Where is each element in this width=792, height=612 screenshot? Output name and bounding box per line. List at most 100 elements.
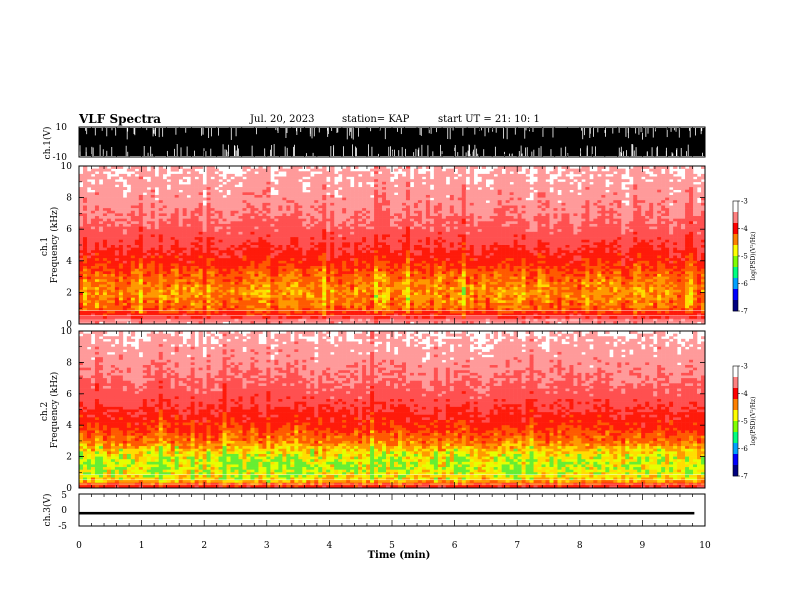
spec1-cell (302, 231, 307, 235)
spec1-cell (657, 216, 662, 219)
spec1-cell (501, 200, 506, 204)
spec1-cell (669, 231, 674, 235)
spec1-cell (681, 218, 686, 222)
spec1-cell (549, 197, 554, 201)
spec1-cell (258, 171, 263, 175)
spec1-cell (449, 187, 455, 190)
spec1-cell (278, 189, 283, 193)
spec1-cell (613, 237, 618, 241)
spec1-cell (362, 202, 367, 206)
spec1-cell (565, 213, 570, 217)
spec1-cell (322, 234, 327, 238)
spec1-cell (661, 176, 666, 180)
spec1-cell (122, 202, 128, 206)
spec1-cell (637, 200, 642, 204)
spec1-cell (82, 210, 88, 214)
spec1-cell (405, 166, 411, 169)
spec1-cell (657, 173, 662, 177)
spec1-cell (146, 226, 152, 230)
spec1-cell (378, 187, 383, 190)
spec1-cell (501, 237, 506, 241)
spec1-cell (302, 250, 307, 254)
spec1-cell (457, 242, 463, 246)
spec1-cell (521, 231, 526, 235)
spec1-cell (354, 187, 359, 190)
spec1-cell (581, 197, 586, 201)
spec1-cell (226, 197, 231, 201)
spec1-cell (130, 210, 136, 214)
spec1-cell (693, 205, 698, 209)
spec1-cell (230, 181, 235, 185)
spec1-cell (617, 176, 622, 180)
spec1-cell (445, 245, 451, 248)
spec1-cell (629, 218, 634, 222)
spec1-cell (397, 197, 403, 201)
spec1-cell (250, 239, 255, 243)
spec1-cell (633, 223, 638, 227)
spec1-cell (298, 197, 303, 201)
spec1-cell (174, 179, 179, 183)
spec1-cell (206, 231, 211, 235)
spec1-cell (421, 202, 427, 206)
spec1-cell (382, 216, 387, 219)
spec1-cell (98, 250, 104, 254)
spec1-cell (254, 250, 259, 254)
spec1-cell (350, 245, 355, 248)
spec1-cell (378, 231, 383, 235)
spec1-cell (493, 226, 498, 230)
spec1-cell (154, 234, 160, 238)
spec1-cell (226, 173, 231, 177)
spec1-cell (693, 173, 698, 177)
spec1-cell (298, 237, 303, 241)
spec1-cell (441, 176, 447, 180)
spec1-cell (585, 242, 590, 246)
spec1-cell (322, 213, 327, 217)
spec1-cell (505, 205, 510, 209)
spec1-cell (326, 242, 331, 246)
spec1-cell (613, 218, 618, 222)
spec1-cell (258, 231, 263, 235)
spec1-cell (485, 239, 490, 243)
spec1-cell (358, 247, 363, 251)
spec1-cell (477, 216, 483, 219)
spec1-cell (461, 216, 467, 219)
spec1-cell (174, 218, 179, 222)
spec1-cell (338, 239, 343, 243)
spec1-cell (354, 192, 359, 196)
spec1-cell (701, 200, 706, 204)
spec1-cell (242, 202, 247, 206)
spec1-cell (521, 173, 526, 177)
spec1-cell (689, 184, 694, 188)
spec1-cell (565, 242, 570, 246)
spec1-cell (473, 234, 479, 238)
spec1-cell (218, 247, 223, 251)
spec1-cell (413, 176, 419, 180)
spec1-cell (625, 247, 630, 251)
spec1-cell (417, 213, 423, 217)
spec1-cell (378, 166, 383, 169)
spec1-cell (114, 194, 120, 198)
spec1-cell (354, 237, 359, 241)
spec1-cell (669, 226, 674, 230)
spec1-cell (366, 187, 371, 190)
spec1-cell (302, 237, 307, 241)
spec1-cell (386, 210, 391, 214)
spec1-cell (114, 250, 120, 254)
spec1-cell (362, 218, 367, 222)
spec1-cell (106, 239, 112, 243)
spec1-cell (338, 205, 343, 209)
spec1-cell (637, 245, 642, 248)
spec1-cell (346, 242, 351, 246)
spec1-cell (298, 194, 303, 198)
spec1-cell (314, 197, 319, 201)
spec1-cell (637, 171, 642, 175)
spec1-cell (114, 208, 120, 212)
spec1-cell (469, 247, 475, 251)
spec1-cell (693, 208, 698, 212)
spec1-cell (102, 176, 108, 180)
spec1-cell (417, 200, 423, 204)
spec1-cell (449, 239, 455, 243)
spec1-cell (581, 205, 586, 209)
spec1-cell (393, 216, 399, 219)
spec1-cell (629, 189, 634, 193)
